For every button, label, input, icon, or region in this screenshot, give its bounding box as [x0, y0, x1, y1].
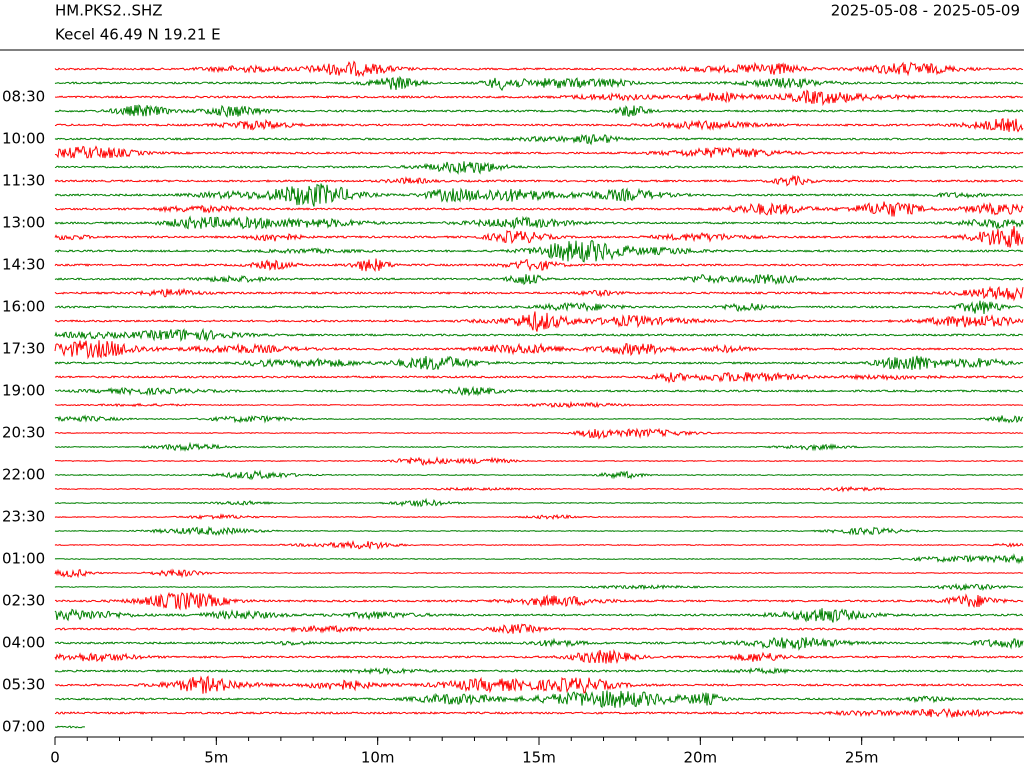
x-tick-label: 20m: [683, 749, 717, 767]
seismic-trace: [54, 239, 1024, 263]
x-tick-label: 0: [50, 749, 60, 767]
seismic-trace: [54, 568, 1024, 579]
seismic-trace: [54, 513, 1023, 521]
seismic-trace: [54, 582, 1024, 592]
row-label: 10:00: [2, 130, 45, 148]
seismic-trace: [54, 311, 1024, 332]
row-label: 19:00: [2, 382, 45, 400]
seismic-trace: [54, 161, 1024, 175]
seismic-trace: [54, 75, 1024, 92]
row-label: 07:00: [2, 718, 45, 736]
seismic-trace: [54, 300, 1024, 314]
seismic-trace: [54, 226, 1024, 248]
row-label: 13:00: [2, 214, 45, 232]
row-label: 05:30: [2, 676, 45, 694]
seismic-trace: [54, 469, 1024, 481]
seismic-trace: [54, 497, 1024, 508]
seismic-trace: [54, 485, 1024, 493]
seismic-trace: [55, 690, 1024, 709]
x-tick-label: 5m: [204, 749, 228, 767]
row-label: 17:30: [2, 340, 45, 358]
seismic-trace: [54, 525, 1024, 536]
seismic-trace: [54, 636, 1024, 651]
row-label: 01:00: [2, 550, 45, 568]
seismic-trace: [54, 145, 1024, 159]
seismic-trace: [54, 274, 1024, 286]
seismic-trace: [54, 371, 1024, 384]
seismic-trace: [54, 104, 1024, 118]
seismic-trace: [55, 456, 1024, 467]
seismic-trace: [54, 355, 1024, 371]
seismic-trace: [54, 201, 1024, 217]
seismic-trace: [54, 707, 1024, 719]
seismic-trace: [54, 540, 1024, 550]
seismic-trace: [54, 60, 1024, 78]
seismic-trace: [55, 89, 1023, 107]
seismic-trace: [54, 258, 1024, 273]
seismic-trace: [55, 400, 1023, 409]
x-tick-label: 10m: [361, 749, 395, 767]
row-label: 11:30: [2, 172, 45, 190]
row-label: 20:30: [2, 424, 45, 442]
row-label: 23:30: [2, 508, 45, 526]
seismic-trace: [54, 666, 1024, 676]
seismic-trace: [54, 327, 1024, 343]
traces: [54, 60, 1024, 729]
seismic-trace: [54, 608, 1023, 623]
seismic-trace: [54, 649, 1024, 664]
date-range: 2025-05-08 - 2025-05-09: [831, 2, 1020, 20]
x-tick-label: 15m: [522, 749, 556, 767]
seismic-trace: [54, 174, 1024, 187]
seismic-trace: [54, 414, 1024, 424]
seismic-trace: [54, 215, 1024, 230]
station-location: Kecel 46.49 N 19.21 E: [55, 26, 221, 44]
seismic-trace: [55, 725, 85, 729]
seismic-trace: [54, 623, 1024, 634]
row-label: 04:00: [2, 634, 45, 652]
seismic-trace: [54, 441, 1024, 452]
seismic-trace: [54, 183, 1023, 207]
seismic-trace: [54, 385, 1024, 397]
station-title: HM.PKS2..SHZ: [55, 2, 163, 20]
seismic-trace: [54, 133, 1024, 146]
seismic-trace: [54, 553, 1024, 565]
seismic-trace: [54, 118, 1024, 133]
row-label: 22:00: [2, 466, 45, 484]
seismic-trace: [54, 285, 1024, 302]
row-label: 08:30: [2, 88, 45, 106]
seismic-trace: [54, 340, 1024, 360]
row-label: 14:30: [2, 256, 45, 274]
seismic-trace: [54, 427, 1024, 440]
x-tick-label: 25m: [845, 749, 879, 767]
row-label: 02:30: [2, 592, 45, 610]
seismic-trace: [54, 591, 1024, 611]
seismic-trace: [54, 675, 1023, 694]
row-label: 16:00: [2, 298, 45, 316]
